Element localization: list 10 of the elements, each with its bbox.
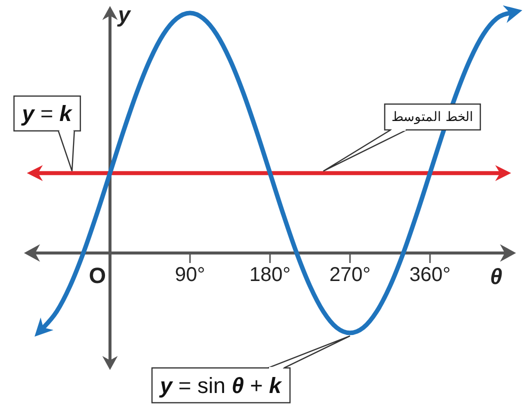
x-tick-label: 270° <box>329 264 371 286</box>
annotation: الخط المتوسط <box>392 109 474 126</box>
x-axis-title: θ <box>490 264 502 289</box>
y-axis-title: y <box>117 2 132 27</box>
x-tick-label: 90° <box>174 264 206 286</box>
annotation: O <box>88 263 106 288</box>
x-tick-label: 180° <box>249 264 291 286</box>
x-tick-label: 360° <box>409 264 451 286</box>
ref-line-label: y = k <box>21 101 74 126</box>
annotation: y = sin θ + k <box>159 372 283 398</box>
